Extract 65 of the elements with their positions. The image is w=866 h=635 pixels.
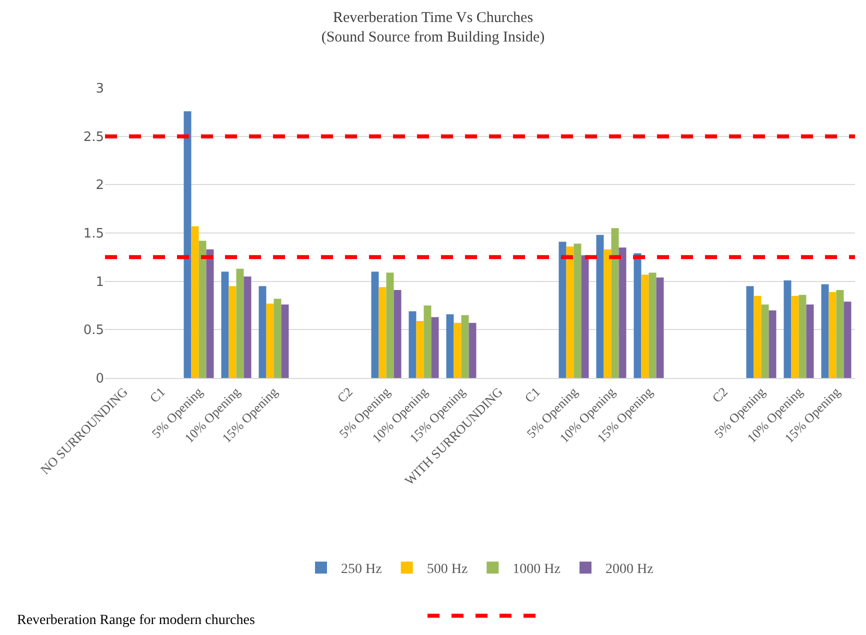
bar — [431, 317, 439, 378]
legend-label: 2000 Hz — [605, 562, 654, 578]
bar — [206, 249, 214, 378]
bar — [378, 287, 386, 378]
bar — [798, 294, 806, 378]
bar — [634, 253, 642, 378]
bar — [641, 274, 649, 378]
bar — [244, 276, 252, 378]
bar — [424, 306, 432, 378]
bar — [656, 277, 664, 378]
bar — [754, 296, 762, 378]
bar — [791, 296, 799, 378]
bar — [648, 272, 656, 378]
bar — [596, 234, 604, 378]
legend-label: 500 Hz — [426, 562, 468, 578]
legend-label: 250 Hz — [341, 562, 382, 578]
bar — [844, 302, 852, 378]
bar — [784, 280, 792, 378]
bar — [228, 286, 236, 378]
bar — [281, 304, 289, 378]
chart-title: Reverberation Time Vs Churches (Sound Source from Building Inside) — [321, 10, 545, 46]
bar — [461, 315, 469, 378]
y-tick-label: 0.5 — [83, 323, 104, 338]
bar — [761, 304, 769, 378]
bar — [371, 272, 379, 378]
x-tick-label: C1 — [522, 384, 543, 406]
bar — [611, 228, 619, 378]
x-tick-label: C1 — [146, 384, 168, 406]
bar — [604, 249, 612, 378]
bar — [618, 248, 626, 378]
bar — [394, 290, 402, 378]
bar — [468, 322, 476, 378]
bar — [836, 290, 844, 378]
x-tick-label: C2 — [334, 384, 356, 406]
bar — [266, 304, 274, 378]
bar — [274, 298, 282, 378]
bar — [558, 242, 566, 378]
bar — [768, 310, 776, 378]
bar — [416, 320, 424, 378]
bar — [408, 311, 416, 378]
y-tick-label: 3 — [96, 82, 104, 97]
text: Reverberation Range for modern churches — [17, 613, 255, 628]
bar — [454, 322, 462, 378]
bar — [574, 244, 582, 378]
bar — [258, 286, 266, 378]
bar — [566, 246, 574, 378]
bar — [746, 286, 754, 378]
bar — [221, 272, 229, 378]
y-tick-label: 2.5 — [83, 130, 104, 145]
bar — [198, 240, 206, 378]
y-tick-label: 1 — [96, 274, 104, 290]
bar — [806, 304, 814, 378]
bar — [581, 255, 589, 378]
bar — [821, 284, 829, 378]
bar — [828, 292, 836, 378]
y-tick-label: 0 — [96, 372, 104, 387]
bar — [446, 314, 454, 378]
bar — [184, 111, 192, 378]
bar — [191, 226, 199, 378]
y-tick-label: 1.5 — [83, 226, 104, 242]
bar — [386, 272, 394, 378]
x-tick-label: C2 — [709, 384, 730, 406]
y-tick-label: 2 — [96, 178, 104, 194]
legend-label: 1000 Hz — [512, 562, 560, 578]
bar — [236, 268, 244, 378]
